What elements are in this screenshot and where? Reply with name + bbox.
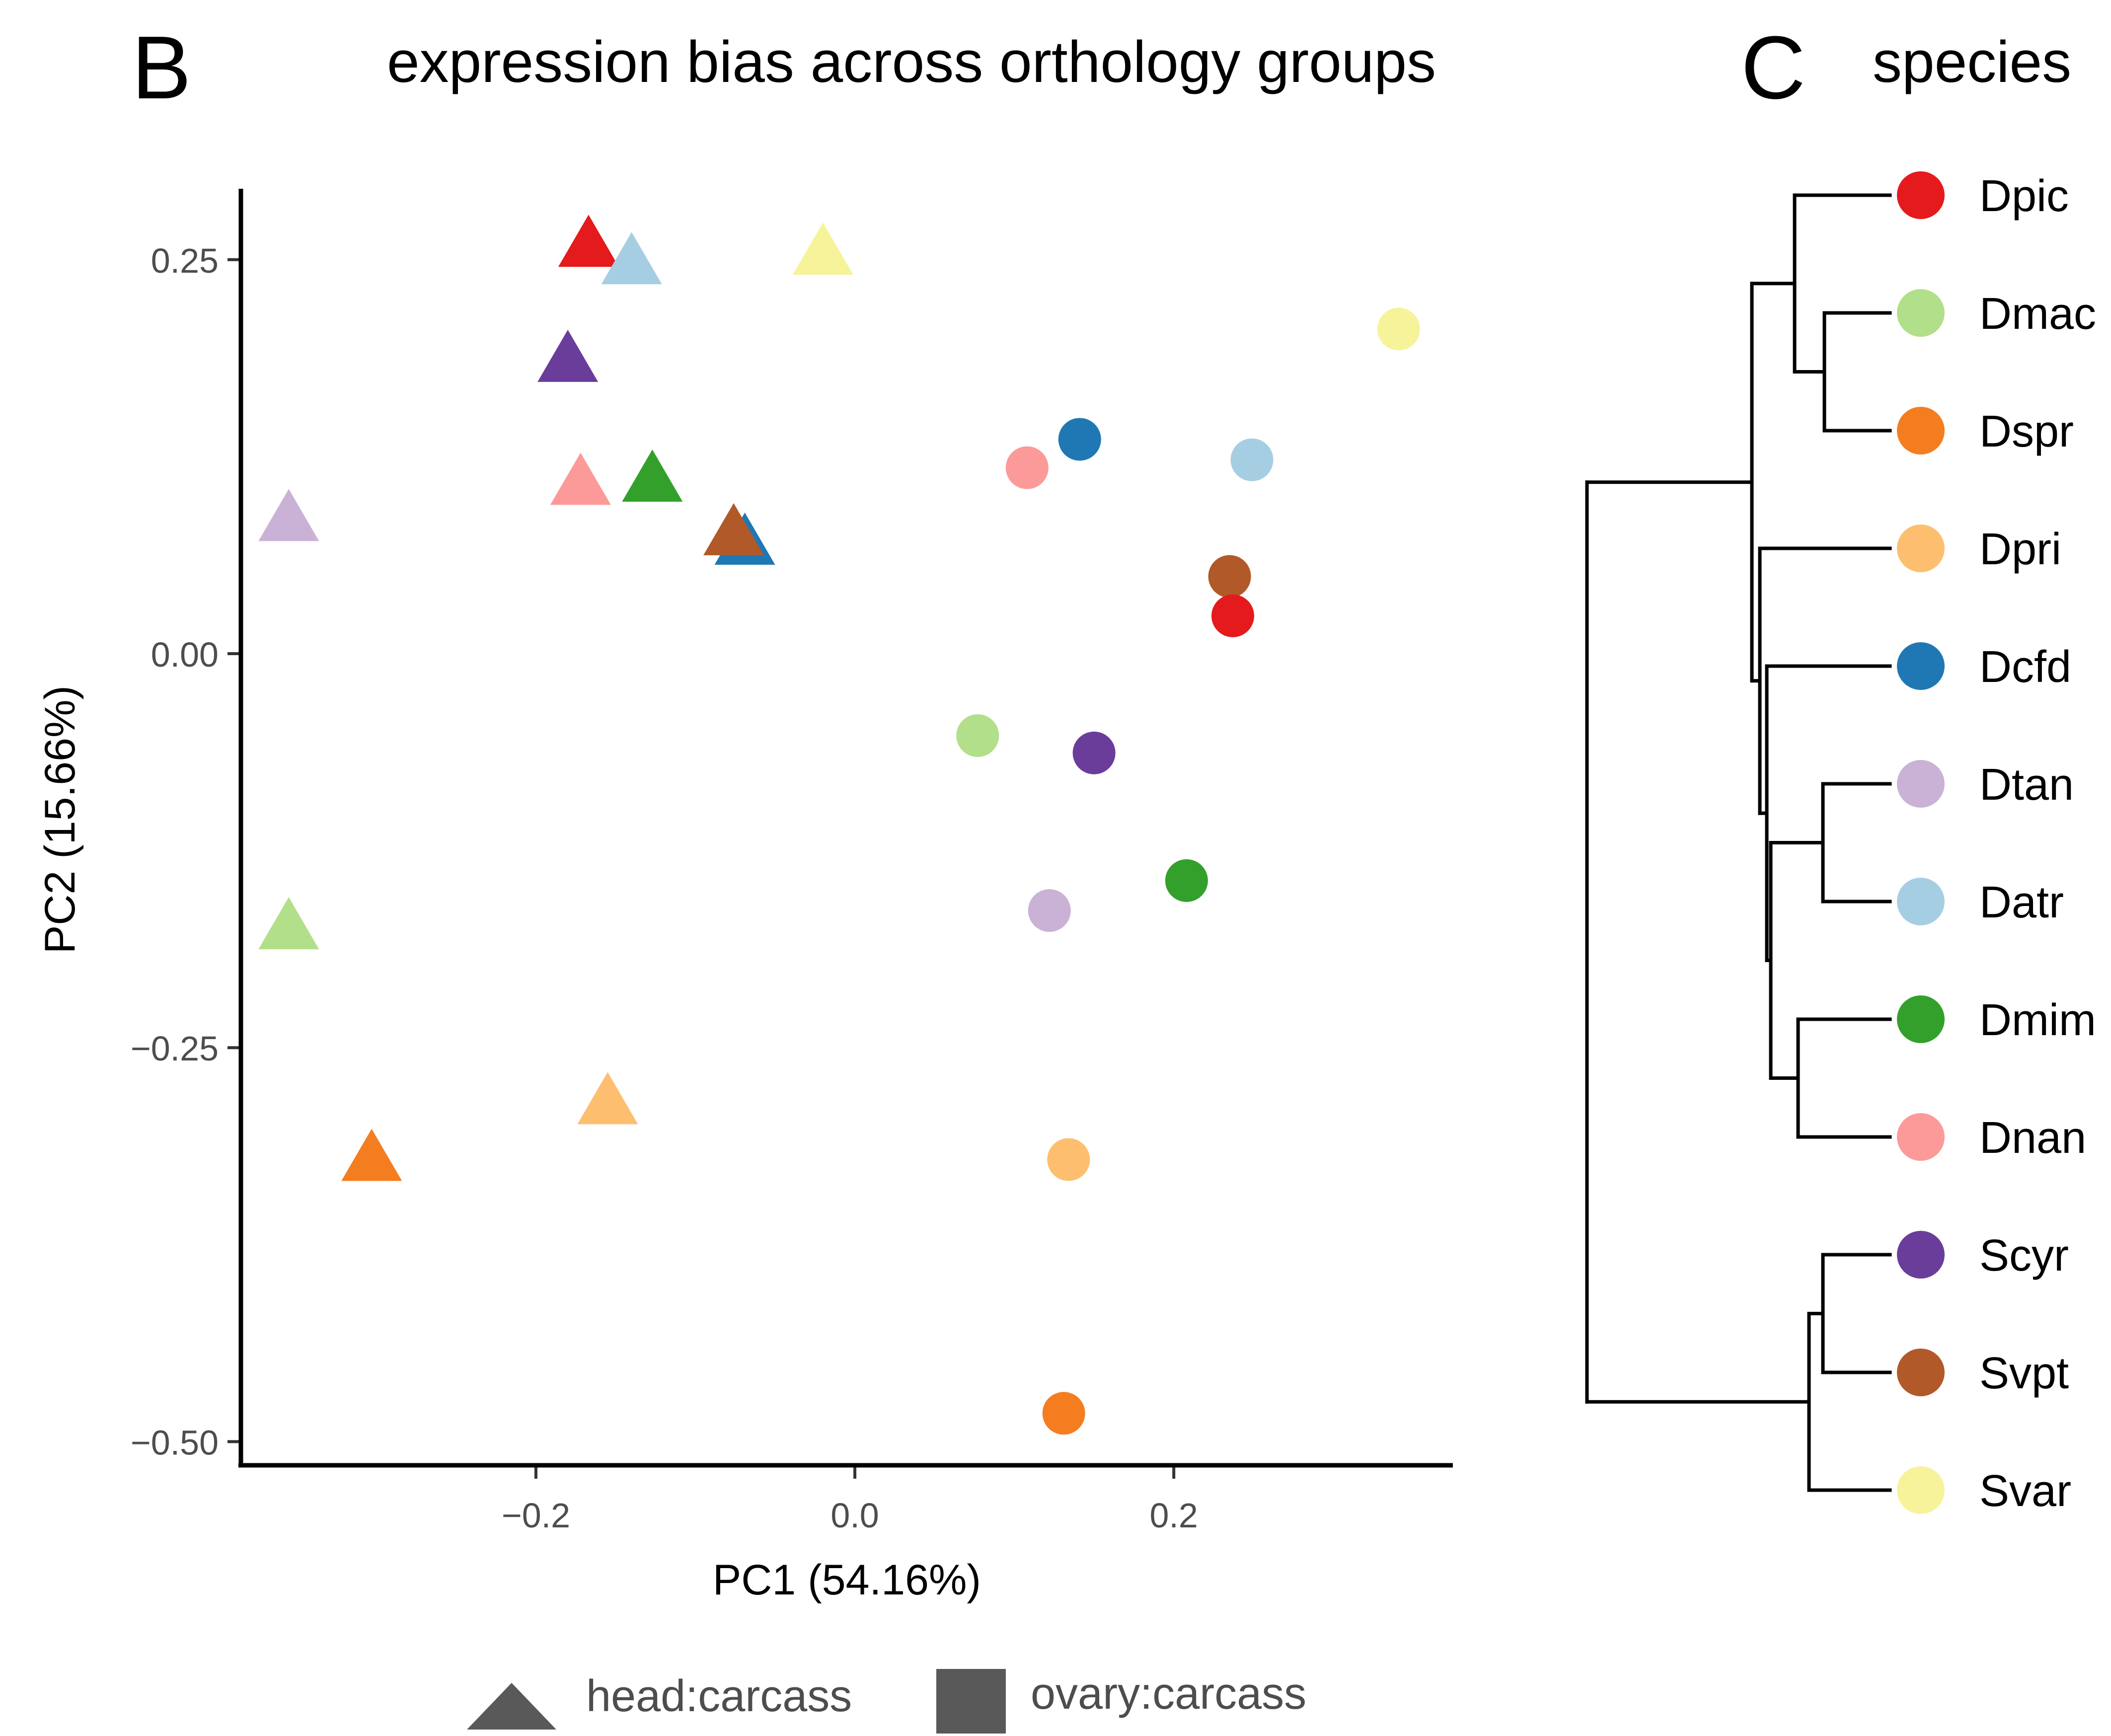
square-icon [936,1669,1006,1734]
species-swatch-svar [1897,1466,1945,1514]
triangle-point-dspr [341,1129,402,1181]
species-label-svar: Svar [1979,1466,2071,1516]
species-tree [1585,193,1892,1492]
triangle-point-dtan [258,489,319,541]
shape-legend: head:carcass ovary:carcass [467,1669,1306,1734]
species-swatch-dtan [1897,760,1945,808]
circle-point-dpic [1211,594,1254,637]
circle-point-dmac [956,714,999,757]
triangle-point-dmim [622,450,683,502]
x-axis-label: PC1 (54.16%) [713,1556,981,1604]
panel-b-letter: B [132,18,191,118]
triangle-point-dmac [258,897,319,950]
species-label-dmac: Dmac [1979,289,2096,339]
species-swatch-dmim [1897,995,1945,1043]
species-label-svpt: Svpt [1979,1349,2069,1398]
species-swatch-scyr [1897,1231,1945,1279]
legend-item-ovary-carcass: ovary:carcass [936,1669,1306,1734]
species-label-dpri: Dpri [1979,525,2061,574]
circle-point-dnan [1005,446,1049,489]
species-label-dnan: Dnan [1979,1113,2086,1163]
legend-label-ovary-carcass: ovary:carcass [1031,1669,1306,1719]
triangle-point-svpt [703,503,764,555]
circle-point-dmim [1165,859,1208,902]
species-label-dspr: Dspr [1979,407,2074,456]
species-label-dtan: Dtan [1979,760,2074,810]
x-axis-ticks: −0.2 0.0 0.2 [502,1465,1198,1535]
x-tick-label: 0.2 [1150,1496,1198,1535]
species-swatch-dmac [1897,289,1945,337]
circle-point-dspr [1042,1392,1085,1435]
triangle-point-dnan [550,453,611,505]
panel-c-letter: C [1741,18,1806,118]
legend-item-head-carcass: head:carcass [467,1671,852,1730]
panel-b-title: expression bias across orthology groups [387,29,1436,95]
species-label-dpic: Dpic [1979,171,2069,221]
species-legend: Dpic Dmac Dspr Dpri Dcfd Dtan Datr Dmim Dnan Scyr… [1897,171,2096,1516]
y-axis-ticks: 0.25 0.00 −0.25 −0.50 [131,241,241,1462]
species-label-datr: Datr [1979,878,2064,927]
species-swatch-dpri [1897,525,1945,572]
species-label-dmim: Dmim [1979,995,2096,1045]
triangle-point-scyr [537,329,599,382]
species-swatch-dnan [1897,1113,1945,1161]
species-swatch-svpt [1897,1349,1945,1396]
x-tick-label: 0.0 [830,1496,879,1535]
circle-point-svar [1377,307,1420,351]
circle-point-dtan [1028,889,1071,932]
pca-scatter-plot: 0.25 0.00 −0.25 −0.50 −0.2 0.0 0.2 PC1 (54.16… [36,189,1453,1604]
triangle-point-svar [792,223,853,275]
triangle-point-dpri [577,1072,638,1125]
circle-point-scyr [1072,731,1116,774]
y-tick-label: −0.50 [131,1423,219,1462]
triangle-point-dpic [558,215,619,267]
panel-c-title: species [1873,29,2071,95]
triangle-icon [467,1683,556,1730]
y-tick-label: 0.25 [151,241,219,280]
species-swatch-datr [1897,878,1945,925]
circle-point-dpri [1047,1138,1090,1181]
scatter-points [258,215,1420,1435]
species-label-dcfd: Dcfd [1979,642,2071,692]
species-swatch-dcfd [1897,642,1945,690]
circle-point-datr [1230,438,1274,481]
x-tick-label: −0.2 [502,1496,570,1535]
species-swatch-dspr [1897,407,1945,454]
triangle-point-datr [601,232,662,285]
y-axis-label: PC2 (15.66%) [36,685,84,954]
legend-label-head-carcass: head:carcass [586,1671,852,1721]
y-tick-label: 0.00 [151,635,219,674]
species-swatch-dpic [1897,171,1945,219]
species-label-scyr: Scyr [1979,1231,2069,1281]
circle-point-dcfd [1058,418,1101,461]
y-tick-label: −0.25 [131,1029,219,1068]
circle-point-svpt [1208,555,1251,598]
